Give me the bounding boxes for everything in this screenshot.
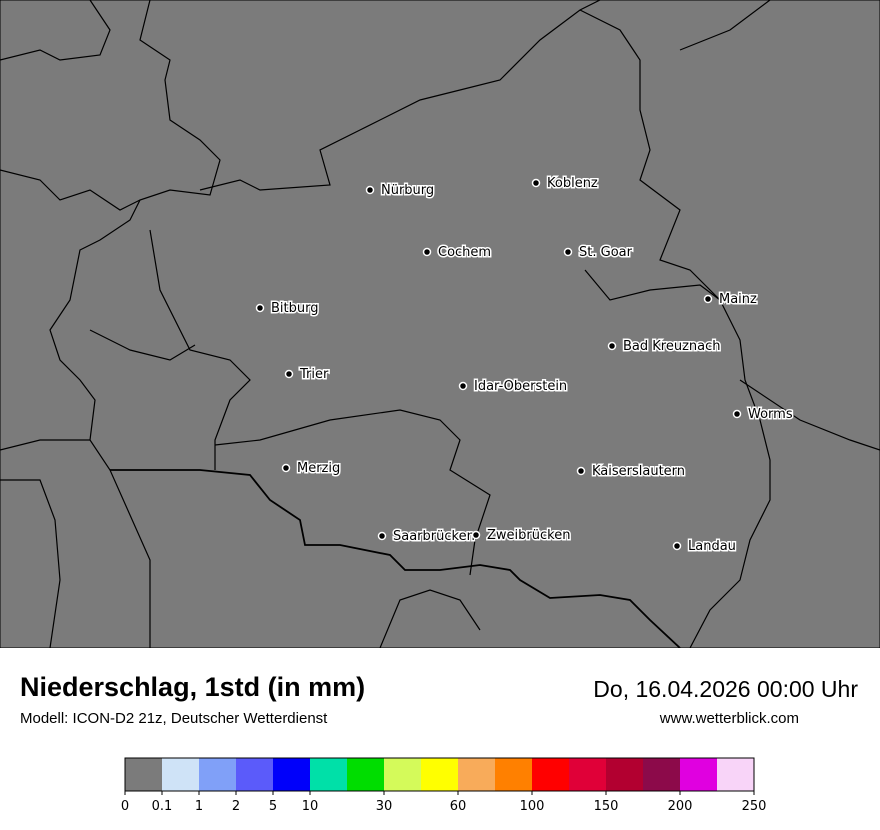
legend-tick-label: 1 — [195, 799, 203, 814]
legend-tick-label: 5 — [269, 799, 277, 814]
legend-tick-label: 250 — [742, 799, 767, 814]
state-border — [739, 379, 880, 451]
city-label: Idar-Oberstein — [474, 379, 567, 394]
city-marker: Bad Kreuznach — [607, 338, 722, 356]
city-label: St. Goar — [579, 245, 633, 260]
legend-swatch — [495, 758, 532, 791]
city-dot — [471, 530, 481, 540]
legend-swatch — [310, 758, 347, 791]
legend-tick-label: 100 — [520, 799, 545, 814]
city-marker: Landau — [672, 538, 737, 556]
legend-swatch — [347, 758, 384, 791]
legend-tick-label: 30 — [376, 799, 393, 814]
city-marker: Nürburg — [365, 182, 436, 200]
city-dot — [563, 247, 573, 257]
legend-tick-label: 60 — [450, 799, 467, 814]
city-dot — [732, 409, 742, 419]
legend-swatch — [125, 758, 162, 791]
city-dot — [531, 178, 541, 188]
city-dot — [255, 303, 265, 313]
forecast-datetime: Do, 16.04.2026 00:00 Uhr — [593, 676, 858, 702]
legend-swatch — [606, 758, 643, 791]
city-marker: Koblenz — [531, 175, 599, 193]
country-border — [89, 329, 196, 361]
website-link[interactable]: www.wetterblick.com — [659, 710, 799, 727]
legend-swatch — [643, 758, 680, 791]
city-dot — [365, 185, 375, 195]
city-label: Landau — [688, 539, 736, 554]
city-label: Merzig — [297, 461, 340, 476]
city-marker: Cochem — [422, 244, 493, 262]
legend-swatch — [458, 758, 495, 791]
city-label: Bitburg — [271, 301, 319, 316]
legend-swatch — [717, 758, 754, 791]
city-dot — [607, 341, 617, 351]
city-dot — [377, 531, 387, 541]
city-marker: Mainz — [703, 291, 759, 309]
city-marker: Saarbrücken — [377, 528, 476, 546]
legend-tick-label: 200 — [668, 799, 693, 814]
country-border — [0, 0, 111, 61]
city-dot — [281, 463, 291, 473]
country-border — [0, 169, 141, 211]
city-dot — [576, 466, 586, 476]
city-label: Bad Kreuznach — [623, 339, 721, 354]
legend-tick-label: 2 — [232, 799, 240, 814]
borders — [0, 0, 880, 648]
city-label: Koblenz — [547, 176, 598, 191]
country-border — [379, 589, 481, 648]
city-label: Saarbrücken — [393, 529, 475, 544]
city-marker: Kaiserslautern — [576, 463, 687, 481]
precipitation-map: Nürburg Koblenz Cochem St. Goar Mainz Bitburg… — [0, 0, 880, 648]
state-border — [110, 469, 681, 648]
legend-swatch — [199, 758, 236, 791]
city-dot — [284, 369, 294, 379]
legend-swatch — [421, 758, 458, 791]
legend-tick-label: 0.1 — [152, 799, 173, 814]
city-marker: Merzig — [281, 460, 342, 478]
legend-tick-label: 150 — [594, 799, 619, 814]
city-marker: Worms — [732, 406, 794, 424]
map-title: Niederschlag, 1std (in mm) — [20, 672, 366, 702]
state-border — [679, 0, 771, 51]
country-border — [0, 439, 90, 451]
legend-swatch — [569, 758, 606, 791]
legend-swatch — [532, 758, 569, 791]
city-marker: St. Goar — [563, 244, 634, 262]
city-label: Mainz — [719, 292, 757, 307]
city-marker: Zweibrücken — [471, 527, 572, 545]
legend-frame — [124, 757, 755, 792]
city-label: Worms — [748, 407, 793, 422]
city-marker: Trier — [284, 366, 330, 384]
country-border — [0, 479, 61, 648]
color-legend: 0 0.1 1 2 5 10 30 60 100 150 200 250 — [121, 757, 767, 814]
state-border — [584, 269, 721, 301]
city-marker: Idar-Oberstein — [458, 378, 569, 396]
city-marker: Bitburg — [255, 300, 320, 318]
city-label: Trier — [299, 367, 329, 382]
city-dot — [703, 294, 713, 304]
state-border — [149, 229, 251, 470]
legend-swatch — [162, 758, 199, 791]
state-border — [214, 409, 491, 576]
city-dot — [422, 247, 432, 257]
legend-swatch — [384, 758, 421, 791]
city-label: Zweibrücken — [487, 528, 570, 543]
city-label: Nürburg — [381, 183, 434, 198]
legend-swatch — [273, 758, 310, 791]
city-dot — [672, 541, 682, 551]
legend-tick-label: 10 — [302, 799, 319, 814]
legend-tick-label: 0 — [121, 799, 129, 814]
legend-swatch — [236, 758, 273, 791]
state-border — [199, 0, 601, 191]
map-background — [0, 0, 880, 648]
city-dot — [458, 381, 468, 391]
city-label: Cochem — [438, 245, 491, 260]
state-border — [49, 0, 221, 648]
city-label: Kaiserslautern — [592, 464, 685, 479]
legend-swatch — [680, 758, 717, 791]
model-info: Modell: ICON-D2 21z, Deutscher Wetterdie… — [20, 710, 328, 727]
